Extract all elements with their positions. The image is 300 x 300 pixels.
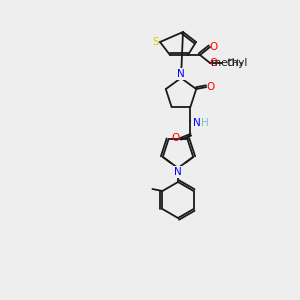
Text: H: H [200, 118, 208, 128]
Text: CH₃: CH₃ [227, 58, 243, 68]
Text: N: N [174, 167, 182, 177]
Text: N: N [193, 118, 200, 128]
Text: O: O [206, 82, 214, 92]
Text: S: S [153, 37, 159, 47]
Text: O: O [171, 133, 179, 143]
Text: methyl: methyl [211, 58, 247, 68]
Text: N: N [177, 69, 185, 79]
Text: O: O [210, 58, 218, 68]
Text: O: O [210, 42, 218, 52]
